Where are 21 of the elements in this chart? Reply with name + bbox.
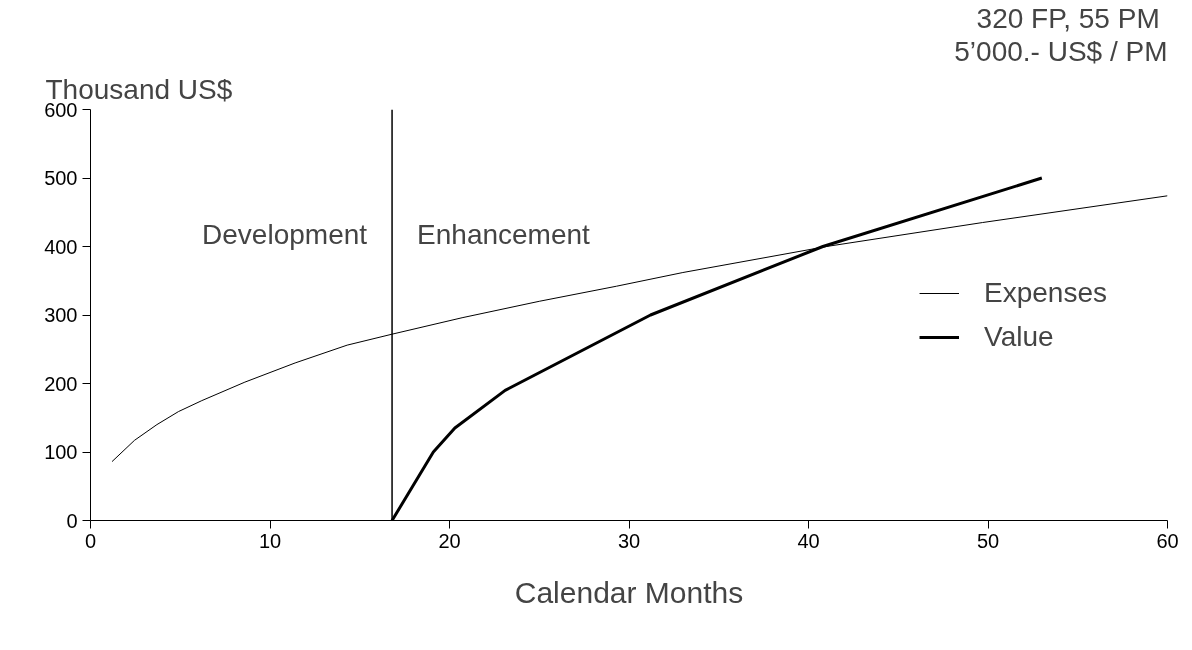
annotation: Development xyxy=(202,218,368,250)
legend-label: Value xyxy=(984,320,1054,353)
text: 320 FP, 55 PM xyxy=(976,2,1160,34)
y-tick-label: 300 xyxy=(44,304,78,326)
x-tick-label: 10 xyxy=(258,529,282,552)
x-axis-title: Calendar Months xyxy=(514,575,744,609)
annotation: Enhancement xyxy=(417,218,591,250)
y-tick-label: 0 xyxy=(66,509,78,532)
y-tick-label: 600 xyxy=(44,98,78,121)
x-tick-label: 40 xyxy=(797,529,820,552)
x-tick-label: 0 xyxy=(84,529,97,552)
y-tick-label: 200 xyxy=(44,372,78,395)
text: 5’000.- US$ / PM xyxy=(954,35,1168,67)
x-tick-label: 60 xyxy=(1156,529,1179,552)
x-tick-label: 20 xyxy=(438,529,461,552)
y-tick-label: 100 xyxy=(44,441,78,463)
y-tick-label: 500 xyxy=(44,167,78,189)
legend-label: Expenses xyxy=(984,276,1107,309)
x-tick-label: 30 xyxy=(617,529,641,552)
y-tick-label: 400 xyxy=(44,235,78,258)
x-tick-label: 50 xyxy=(976,529,1000,552)
